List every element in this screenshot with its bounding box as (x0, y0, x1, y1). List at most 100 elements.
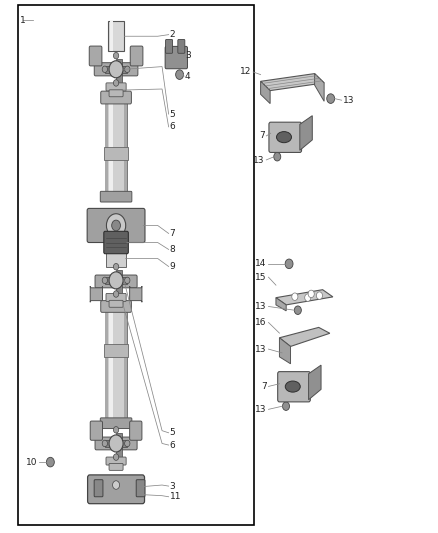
Polygon shape (279, 327, 330, 346)
Bar (104, 147, 128, 160)
Text: 4: 4 (185, 72, 191, 80)
Circle shape (113, 481, 120, 489)
Bar (104, 344, 128, 357)
FancyBboxPatch shape (106, 251, 126, 266)
FancyBboxPatch shape (109, 463, 123, 470)
Circle shape (106, 214, 126, 237)
FancyBboxPatch shape (105, 440, 127, 447)
FancyBboxPatch shape (109, 301, 123, 307)
Bar (105, 102, 127, 200)
Circle shape (327, 94, 335, 103)
FancyBboxPatch shape (106, 83, 126, 91)
Circle shape (109, 272, 123, 289)
Circle shape (274, 152, 281, 161)
Bar (109, 102, 113, 200)
Text: 2: 2 (170, 30, 175, 39)
Bar (124, 102, 127, 200)
Circle shape (113, 426, 119, 433)
Circle shape (113, 263, 119, 270)
Circle shape (305, 294, 311, 301)
Bar (124, 311, 127, 426)
Circle shape (113, 291, 119, 297)
FancyBboxPatch shape (166, 39, 173, 53)
FancyBboxPatch shape (116, 433, 122, 461)
FancyBboxPatch shape (109, 90, 123, 97)
Text: 3: 3 (185, 52, 191, 60)
Bar (110, 21, 113, 51)
Circle shape (292, 293, 298, 301)
FancyBboxPatch shape (87, 208, 145, 243)
Circle shape (285, 259, 293, 269)
Circle shape (125, 440, 130, 447)
FancyBboxPatch shape (95, 275, 137, 288)
Text: 5: 5 (170, 110, 175, 118)
FancyBboxPatch shape (100, 191, 132, 202)
Polygon shape (300, 116, 312, 150)
FancyBboxPatch shape (105, 277, 127, 284)
Polygon shape (276, 290, 333, 305)
FancyBboxPatch shape (278, 372, 310, 402)
FancyBboxPatch shape (90, 286, 102, 302)
Polygon shape (308, 365, 321, 400)
Circle shape (102, 277, 107, 284)
FancyBboxPatch shape (178, 39, 185, 53)
FancyBboxPatch shape (90, 421, 102, 440)
Bar (18, 5, 254, 525)
Text: 6: 6 (170, 441, 175, 449)
FancyBboxPatch shape (101, 301, 131, 312)
Text: 13: 13 (255, 345, 267, 353)
FancyBboxPatch shape (165, 46, 187, 69)
Text: 10: 10 (26, 458, 38, 466)
Bar (105, 311, 127, 426)
Circle shape (109, 435, 123, 452)
Polygon shape (276, 297, 286, 311)
Circle shape (102, 440, 107, 447)
Circle shape (176, 70, 184, 79)
Circle shape (308, 290, 314, 297)
FancyBboxPatch shape (101, 91, 131, 104)
Text: 13: 13 (255, 405, 267, 414)
FancyBboxPatch shape (94, 480, 103, 497)
FancyBboxPatch shape (269, 122, 301, 152)
FancyBboxPatch shape (130, 421, 142, 440)
Text: 13: 13 (253, 157, 265, 165)
Text: 16: 16 (255, 318, 267, 327)
Circle shape (112, 220, 120, 231)
Circle shape (113, 454, 119, 461)
FancyBboxPatch shape (94, 63, 138, 76)
FancyBboxPatch shape (136, 480, 145, 497)
Bar (109, 311, 113, 426)
Circle shape (125, 277, 130, 284)
Circle shape (282, 349, 289, 357)
FancyBboxPatch shape (88, 475, 145, 504)
FancyBboxPatch shape (106, 457, 126, 465)
Text: 15: 15 (255, 273, 267, 281)
Circle shape (316, 292, 322, 300)
Text: 11: 11 (170, 492, 181, 501)
Circle shape (102, 66, 107, 72)
Text: 14: 14 (255, 260, 267, 268)
Bar (105, 311, 108, 426)
FancyBboxPatch shape (108, 21, 124, 51)
Text: 1: 1 (20, 16, 25, 25)
Polygon shape (279, 338, 290, 364)
FancyBboxPatch shape (105, 66, 127, 72)
Circle shape (109, 61, 123, 78)
Polygon shape (261, 82, 270, 103)
Text: 5: 5 (170, 429, 175, 437)
Circle shape (113, 52, 119, 59)
Ellipse shape (276, 132, 292, 143)
Polygon shape (314, 74, 324, 101)
Circle shape (294, 306, 301, 314)
Text: 3: 3 (170, 482, 175, 490)
FancyBboxPatch shape (116, 270, 122, 297)
Text: 6: 6 (170, 123, 175, 131)
Polygon shape (261, 74, 324, 91)
FancyBboxPatch shape (116, 59, 122, 86)
Text: 7: 7 (170, 229, 175, 238)
Text: 8: 8 (170, 245, 175, 254)
FancyBboxPatch shape (106, 293, 126, 302)
Circle shape (46, 457, 54, 467)
Text: 7: 7 (261, 382, 267, 391)
FancyBboxPatch shape (104, 231, 128, 254)
